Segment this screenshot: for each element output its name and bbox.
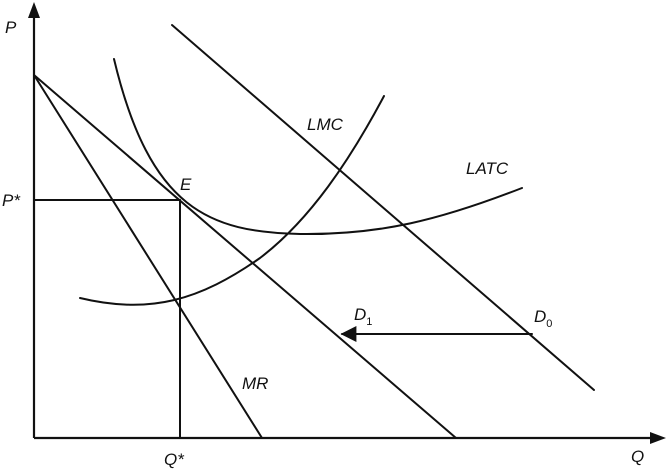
d0-demand-curve	[171, 24, 595, 391]
d1-demand-curve	[33, 74, 457, 439]
x-axis-arrow	[650, 432, 666, 444]
point-e-label: E	[180, 175, 192, 194]
p-star-label: P*	[2, 191, 21, 210]
q-axis-label: Q	[631, 447, 644, 466]
lmc-label: LMC	[307, 115, 344, 134]
y-axis-arrow	[28, 2, 40, 18]
d1-label: D1	[354, 305, 372, 328]
latc-label: LATC	[466, 159, 509, 178]
mr-curve	[33, 74, 263, 439]
d1-label-sub: 1	[366, 316, 372, 328]
mr-label: MR	[242, 374, 268, 393]
q-star-label: Q*	[164, 450, 185, 469]
lmc-curve	[79, 95, 385, 306]
d0-label-main: D	[534, 307, 546, 326]
d1-label-main: D	[354, 305, 366, 324]
d0-label-sub: 0	[546, 318, 552, 330]
p-axis-label: P	[5, 18, 17, 37]
d0-label: D0	[534, 307, 552, 330]
latc-curve	[113, 58, 523, 236]
